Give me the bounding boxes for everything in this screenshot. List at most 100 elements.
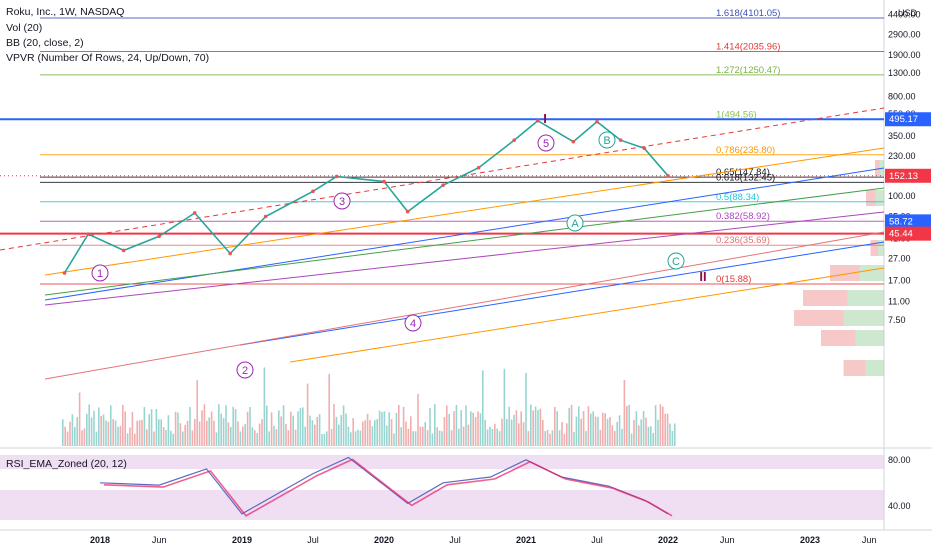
vpvr-down-bar: [843, 360, 866, 376]
volume-bar: [436, 427, 438, 446]
price-point: [157, 234, 161, 239]
volume-bar: [66, 431, 69, 446]
volume-bar: [597, 416, 599, 446]
vpvr-up-bar: [855, 330, 884, 346]
wave-label-circle: [404, 314, 422, 332]
price-point: [476, 165, 481, 170]
wave-label-2: 2: [242, 365, 248, 377]
volume-bar: [194, 419, 196, 446]
time-tick-label: 2021: [516, 535, 536, 545]
volume-bar: [506, 418, 508, 446]
volume-bar: [556, 411, 558, 446]
price-tick-label: 4400.00: [888, 10, 921, 20]
volume-bar: [131, 411, 134, 446]
time-tick-label: Jul: [591, 535, 603, 545]
wave-label-circle: [667, 252, 685, 270]
volume-bar: [143, 407, 146, 446]
wave-label-3: 3: [339, 196, 345, 208]
volume-bar: [666, 413, 669, 446]
price-point: [642, 146, 647, 151]
volume-bar: [110, 405, 112, 446]
volume-bar: [150, 409, 153, 446]
price-line: [63, 119, 669, 274]
volume-bar: [189, 406, 191, 446]
volume-bar: [554, 406, 556, 446]
time-tick-label: Jul: [449, 535, 461, 545]
volume-bar: [609, 417, 611, 446]
volume-bar: [354, 431, 357, 446]
volume-bar: [400, 427, 402, 446]
volume-bar: [299, 408, 302, 446]
volume-bar: [282, 405, 285, 446]
volume-bar: [86, 413, 88, 446]
volume-bar: [470, 411, 472, 446]
volume-bar: [62, 419, 64, 446]
volume-bar: [98, 407, 100, 446]
vpvr-up-bar: [875, 190, 884, 206]
volume-bar: [448, 414, 450, 446]
volume-bar: [100, 415, 102, 446]
vpvr-down-bar: [821, 330, 856, 346]
volume-bar: [582, 411, 585, 446]
volume-bar: [153, 431, 155, 446]
time-tick-label: 2020: [374, 535, 394, 545]
volume-bar: [590, 413, 592, 446]
volume-bar: [484, 419, 486, 446]
volume-bar: [662, 406, 664, 446]
volume-bar: [371, 426, 374, 446]
volume-bar: [446, 405, 448, 446]
volume-bar: [122, 404, 124, 446]
volume-bar: [474, 417, 477, 446]
volume-bar: [254, 430, 256, 446]
volume-bar: [213, 420, 215, 446]
volume-bar: [645, 417, 647, 446]
volume-bar: [626, 406, 628, 446]
volume-bar: [333, 404, 335, 446]
volume-bar: [460, 410, 462, 446]
volume-bar: [508, 406, 510, 446]
volume-bar: [326, 431, 328, 446]
rsi-overbought-zone: [0, 455, 884, 469]
volume-bar: [290, 411, 292, 446]
volume-bar: [390, 419, 393, 446]
volume-bar: [640, 419, 642, 446]
volume-bar: [170, 430, 172, 446]
volume-bar: [650, 426, 652, 446]
fib-level-label: 0.5(88.34): [716, 192, 759, 203]
time-tick-label: Jun: [152, 535, 167, 545]
volume-bar: [414, 431, 417, 446]
trend-channel-line: [44, 167, 885, 301]
price-tick-label: 1900.00: [888, 50, 921, 60]
volume-bar: [443, 417, 446, 446]
volume-bar: [275, 429, 278, 446]
volume-bar: [465, 405, 467, 446]
volume-bar: [417, 393, 419, 446]
volume-bar: [479, 413, 482, 446]
volume-bar: [261, 419, 263, 446]
volume-bar: [71, 414, 74, 446]
volume-bar: [407, 428, 410, 446]
volume-bar: [402, 406, 405, 446]
volume-bar: [146, 429, 148, 446]
volume-bar: [232, 406, 234, 446]
price-point: [536, 118, 540, 123]
volume-bar: [604, 413, 606, 446]
volume-bar: [628, 404, 630, 446]
volume-bar: [357, 429, 359, 446]
volume-bar: [659, 404, 662, 446]
volume-bar: [530, 404, 532, 446]
price-point: [62, 271, 67, 275]
volume-bar: [642, 410, 645, 446]
fib-level-label: 0.786(235.80): [716, 145, 775, 156]
wave-label-circle: [537, 134, 555, 152]
wave-label-circle: [598, 131, 616, 149]
volume-bar: [306, 383, 309, 446]
price-badge-label: 45.44: [889, 229, 913, 240]
volume-bar: [472, 412, 474, 446]
rsi-title: RSI_EMA_Zoned (20, 12): [6, 458, 127, 470]
price-tick-label: 230.00: [888, 151, 916, 161]
volume-bar: [630, 433, 633, 446]
volume-bar: [438, 430, 441, 446]
volume-bar: [206, 420, 208, 446]
